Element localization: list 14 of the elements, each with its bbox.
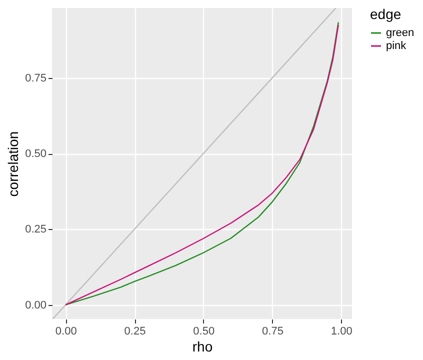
y-tick-label: 0.50	[25, 148, 46, 160]
x-axis-title: rho	[192, 338, 213, 354]
legend-label: pink	[386, 40, 407, 52]
y-tick-label: 0.25	[25, 224, 46, 236]
legend-label: green	[386, 27, 414, 39]
x-tick-label: 0.00	[55, 326, 77, 338]
x-tick-label: 1.00	[330, 326, 352, 338]
x-tick-label: 0.25	[124, 326, 146, 338]
y-tick-label: 0.75	[25, 72, 46, 84]
x-tick-label: 0.75	[262, 326, 284, 338]
legend-title: edge	[370, 6, 402, 22]
y-axis-title: correlation	[5, 131, 22, 197]
x-tick-label: 0.50	[193, 326, 215, 338]
y-tick-label: 0.00	[25, 299, 46, 312]
